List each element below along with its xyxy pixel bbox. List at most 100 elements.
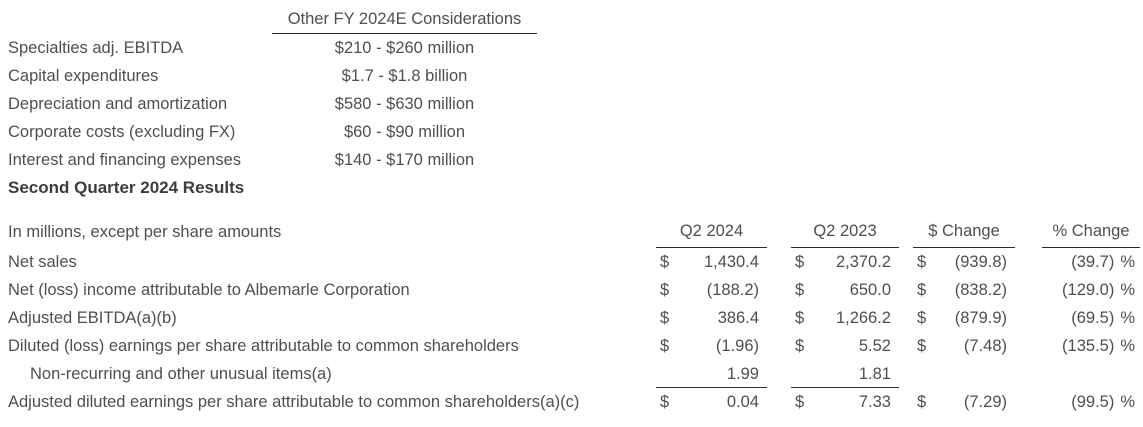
percent-symbol: % (1120, 393, 1135, 411)
row-label: Diluted (loss) earnings per share attrib… (8, 337, 519, 355)
dollar-change-cell: $ (838.2) (913, 276, 1015, 304)
considerations-row-depreciation: Depreciation and amortization $580 - $63… (0, 90, 1143, 118)
cell-value: 7.33 (858, 393, 891, 411)
row-label: Corporate costs (excluding FX) (8, 122, 236, 141)
currency-symbol: $ (660, 281, 670, 299)
section-heading: Second Quarter 2024 Results (8, 178, 245, 197)
currency-symbol: $ (795, 309, 805, 327)
column-header-percent-change: % Change (1042, 218, 1140, 248)
currency-symbol: $ (795, 253, 805, 271)
cell-value: (7.48) (963, 337, 1007, 355)
currency-symbol: $ (795, 281, 805, 299)
dollar-change-cell: $ (939.8) (913, 248, 1015, 276)
cell-value: 1,266.2 (835, 309, 891, 327)
cell-value: (7.29) (963, 393, 1007, 411)
row-label: Depreciation and amortization (8, 94, 228, 113)
table-row-diluted-eps: Diluted (loss) earnings per share attrib… (0, 332, 1143, 360)
currency-symbol: $ (917, 309, 927, 327)
considerations-header-row: Other FY 2024E Considerations (0, 6, 1143, 34)
row-label: Net sales (8, 253, 77, 271)
percent-symbol: % (1120, 337, 1135, 355)
table-intro-label: In millions, except per share amounts (8, 223, 282, 241)
table-row-adjusted-ebitda: Adjusted EBITDA(a)(b) $ 386.4 $ 1,266.2 … (0, 304, 1143, 332)
percent-change-cell: (129.0) % (1042, 276, 1140, 304)
cell-value: (939.8) (954, 253, 1007, 271)
dollar-change-cell: $ (7.48) (913, 332, 1015, 360)
dollar-change-cell: $ (879.9) (913, 304, 1015, 332)
currency-symbol: $ (795, 393, 805, 411)
row-value: $210 - $260 million (334, 38, 475, 57)
dollar-change-cell: $ (7.29) (913, 388, 1015, 416)
percent-symbol: % (1120, 253, 1135, 271)
currency-symbol: $ (660, 393, 670, 411)
results-header-row: In millions, except per share amounts Q2… (0, 218, 1143, 248)
row-value: $580 - $630 million (334, 94, 475, 113)
q2-2023-cell: $ 5.52 (791, 332, 899, 360)
q2-2023-cell: $ 7.33 (791, 388, 899, 416)
cell-value: (188.2) (706, 281, 759, 299)
currency-symbol: $ (917, 337, 927, 355)
percent-change-cell: (99.5) % (1042, 388, 1140, 416)
q2-2024-cell: $ 0.04 (656, 388, 767, 416)
currency-symbol: $ (660, 337, 670, 355)
currency-symbol: $ (917, 253, 927, 271)
table-row-adjusted-diluted-eps: Adjusted diluted earnings per share attr… (0, 388, 1143, 416)
percent-change-cell: (39.7) % (1042, 248, 1140, 276)
q2-2024-cell: $ 1,430.4 (656, 248, 767, 276)
considerations-header: Other FY 2024E Considerations (272, 6, 537, 34)
cell-value: (99.5) (1071, 393, 1115, 411)
cell-value: (838.2) (954, 281, 1007, 299)
percent-change-cell (1042, 360, 1140, 388)
q2-results-table: In millions, except per share amounts Q2… (0, 218, 1143, 416)
q2-2023-cell: $ 1,266.2 (791, 304, 899, 332)
considerations-row-capex: Capital expenditures $1.7 - $1.8 billion (0, 62, 1143, 90)
cell-value: 386.4 (717, 309, 759, 327)
percent-symbol: % (1120, 281, 1135, 299)
percent-change-cell: (135.5) % (1042, 332, 1140, 360)
cell-value: 0.04 (726, 393, 759, 411)
row-value: $1.7 - $1.8 billion (341, 66, 468, 85)
currency-symbol: $ (795, 337, 805, 355)
table-row-net-sales: Net sales $ 1,430.4 $ 2,370.2 $ (939.8) … (0, 248, 1143, 276)
cell-value: 1,430.4 (703, 253, 759, 271)
q2-2023-cell: 1.81 (791, 360, 899, 388)
currency-symbol: $ (660, 309, 670, 327)
column-header-q2-2024: Q2 2024 (656, 218, 767, 248)
cell-value: 1.81 (858, 365, 891, 383)
fy2024e-considerations-table: Other FY 2024E Considerations Specialtie… (0, 6, 1143, 174)
q2-2024-cell: $ (188.2) (656, 276, 767, 304)
q2-2024-cell: 1.99 (656, 360, 767, 388)
table-row-non-recurring-items: Non-recurring and other unusual items(a)… (0, 360, 1143, 388)
row-label: Adjusted EBITDA(a)(b) (8, 309, 177, 327)
row-value: $140 - $170 million (334, 150, 475, 169)
cell-value: 2,370.2 (835, 253, 891, 271)
column-header-q2-2023: Q2 2023 (791, 218, 899, 248)
cell-value: (135.5) (1062, 337, 1115, 355)
dollar-change-cell (913, 360, 1015, 388)
cell-value: 5.52 (858, 337, 891, 355)
row-label: Capital expenditures (8, 66, 159, 85)
cell-value: (129.0) (1062, 281, 1115, 299)
table-row-net-income: Net (loss) income attributable to Albema… (0, 276, 1143, 304)
cell-value: 1.99 (726, 365, 759, 383)
row-label: Specialties adj. EBITDA (8, 38, 184, 57)
considerations-row-corporate-costs: Corporate costs (excluding FX) $60 - $90… (0, 118, 1143, 146)
column-header-dollar-change: $ Change (913, 218, 1015, 248)
row-label: Interest and financing expenses (8, 150, 241, 169)
row-value: $60 - $90 million (343, 122, 466, 141)
q2-2023-cell: $ 2,370.2 (791, 248, 899, 276)
percent-change-cell: (69.5) % (1042, 304, 1140, 332)
row-label: Adjusted diluted earnings per share attr… (8, 393, 580, 411)
row-label: Net (loss) income attributable to Albema… (8, 281, 410, 299)
currency-symbol: $ (917, 393, 927, 411)
q2-2024-cell: $ (1.96) (656, 332, 767, 360)
cell-value: 650.0 (849, 281, 891, 299)
cell-value: (39.7) (1071, 253, 1115, 271)
cell-value: (879.9) (954, 309, 1007, 327)
row-label: Non-recurring and other unusual items(a) (30, 365, 332, 383)
considerations-row-interest-expenses: Interest and financing expenses $140 - $… (0, 146, 1143, 174)
q2-2023-cell: $ 650.0 (791, 276, 899, 304)
currency-symbol: $ (660, 253, 670, 271)
percent-symbol: % (1120, 309, 1135, 327)
